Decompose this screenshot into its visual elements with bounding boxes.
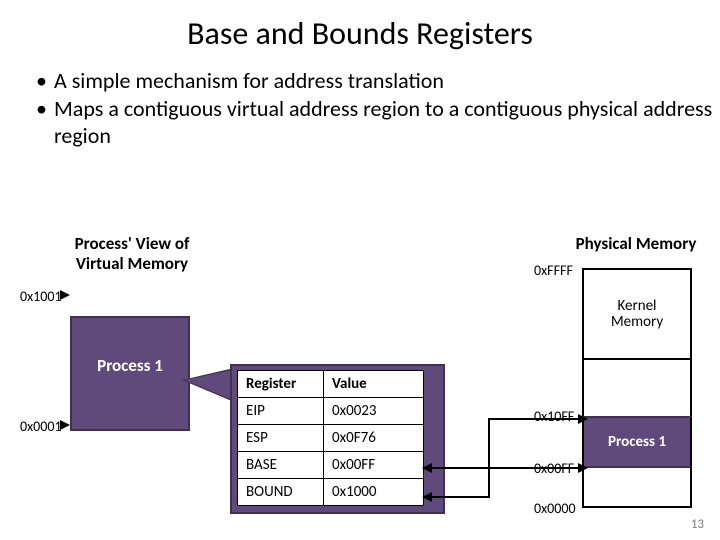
virtual-memory-heading: Process' View ofVirtual Memory xyxy=(62,234,202,273)
physical-memory-heading: Physical Memory xyxy=(556,234,716,254)
table-cell: BOUND xyxy=(238,479,324,506)
physical-memory-stack: KernelMemory Process 1 xyxy=(582,268,692,508)
arrow-icon xyxy=(422,492,432,502)
phys-kernel-region: KernelMemory xyxy=(582,268,692,358)
arrow-bound xyxy=(488,418,490,498)
table-cell: 0x0F76 xyxy=(324,425,424,452)
bullet-item: Maps a contiguous virtual address region… xyxy=(36,95,720,150)
table-cell: 0x0023 xyxy=(324,398,424,425)
phys-process-region: Process 1 xyxy=(582,416,692,466)
table-row: ESP 0x0F76 xyxy=(238,425,424,452)
arrow-icon xyxy=(578,414,588,424)
slide-number: 13 xyxy=(691,517,704,532)
phys-addr-top: 0xFFFF xyxy=(534,262,573,279)
arrow-icon xyxy=(578,463,588,473)
bullet-item: A simple mechanism for address translati… xyxy=(36,67,720,95)
table-cell: EIP xyxy=(238,398,324,425)
vm-bottom-addr: 0x0001 xyxy=(20,418,62,435)
bullet-list: A simple mechanism for address translati… xyxy=(36,67,720,150)
table-row: BOUND 0x1000 xyxy=(238,479,424,506)
arrow-bound xyxy=(488,418,580,420)
callout-tail xyxy=(185,370,233,400)
arrow-icon xyxy=(422,463,432,473)
phys-gap xyxy=(582,358,692,416)
table-row: EIP 0x0023 xyxy=(238,398,424,425)
table-cell: ESP xyxy=(238,425,324,452)
arrow-icon xyxy=(60,290,70,300)
table-cell: 0x1000 xyxy=(324,479,424,506)
table-cell: BASE xyxy=(238,452,324,479)
vm-top-addr: 0x1001 xyxy=(20,288,62,305)
arrow-icon xyxy=(60,420,70,430)
phys-addr-p1top: 0x10FF xyxy=(534,408,574,425)
vm-process-label: Process 1 xyxy=(72,355,188,376)
table-header: Value xyxy=(324,371,424,398)
slide-title: Base and Bounds Registers xyxy=(0,0,720,53)
phys-gap xyxy=(582,466,692,508)
arrow-bound xyxy=(430,496,490,498)
vm-process-block: Process 1 xyxy=(70,316,190,431)
phys-addr-bottom: 0x0000 xyxy=(534,500,576,517)
table-cell: 0x00FF xyxy=(324,452,424,479)
arrow-base xyxy=(430,467,580,469)
table-row: BASE 0x00FF xyxy=(238,452,424,479)
table-header: Register xyxy=(238,371,324,398)
register-table: Register Value EIP 0x0023 ESP 0x0F76 BAS… xyxy=(237,370,424,506)
